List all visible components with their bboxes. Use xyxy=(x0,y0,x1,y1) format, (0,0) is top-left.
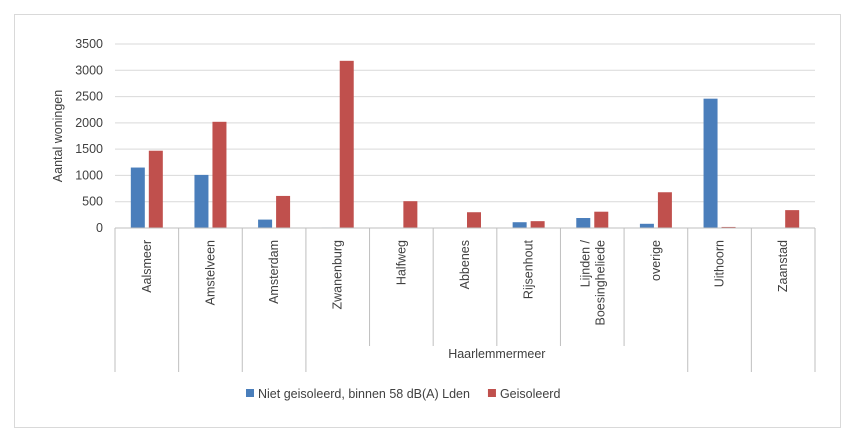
x-tick-label: Halfweg xyxy=(394,240,408,285)
bar-geisoleerd xyxy=(785,210,800,228)
bar-geisoleerd xyxy=(594,211,609,228)
y-tick-label: 1500 xyxy=(75,142,103,156)
y-tick-label: 2000 xyxy=(75,116,103,130)
y-tick-label: 3500 xyxy=(75,37,103,51)
group-label: Haarlemmermeer xyxy=(448,347,545,361)
x-tick-label: Rijsenhout xyxy=(522,239,536,299)
legend-label: Geisoleerd xyxy=(500,387,560,401)
y-tick-label: 1000 xyxy=(75,168,103,182)
legend-swatch xyxy=(246,389,254,397)
x-tick-label: Zwanenburg xyxy=(331,240,345,310)
x-tick-label: Zaanstad xyxy=(776,240,790,292)
x-tick-label: Amstelveen xyxy=(203,240,217,305)
legend-label: Niet geisoleerd, binnen 58 dB(A) Lden xyxy=(258,387,470,401)
bar-geisoleerd xyxy=(403,201,418,228)
bar-niet-geisoleerd xyxy=(130,167,145,228)
x-axis: Aalsmeer Amstelveen Amsterdam Zwanenburg Hal… xyxy=(114,227,816,372)
bar-niet-geisoleerd xyxy=(703,98,718,228)
bar-niet-geisoleerd xyxy=(512,222,527,228)
x-tick-label: Aalsmeer xyxy=(140,240,154,293)
bar-geisoleerd xyxy=(276,195,291,228)
gridlines xyxy=(115,43,815,203)
bar-geisoleerd xyxy=(530,221,545,228)
x-tick-label: Uithoorn xyxy=(713,240,727,287)
bar-niet-geisoleerd xyxy=(258,219,273,228)
bars xyxy=(130,60,800,228)
legend-swatch xyxy=(487,389,496,397)
legend: Niet geisoleerd, binnen 58 dB(A) Lden Gei… xyxy=(246,387,560,401)
x-tick-label: Amsterdam xyxy=(267,240,281,304)
x-tick-label: overige xyxy=(649,240,663,281)
y-axis-title: Aantal woningen xyxy=(51,90,65,182)
bar-geisoleerd xyxy=(148,150,163,228)
y-tick-labels: 0 500 1000 1500 2000 2500 3000 3500 xyxy=(75,37,103,235)
y-tick-label: 500 xyxy=(82,195,103,209)
bar-geisoleerd xyxy=(467,212,481,228)
bar-niet-geisoleerd xyxy=(639,223,654,228)
bar-niet-geisoleerd xyxy=(194,174,209,228)
bar-geisoleerd xyxy=(212,121,227,228)
x-tick-label: Abbenes xyxy=(458,240,472,289)
bar-geisoleerd xyxy=(721,226,736,228)
y-tick-label: 3000 xyxy=(75,63,103,77)
y-tick-label: 2500 xyxy=(75,90,103,104)
bar-geisoleerd xyxy=(339,60,354,228)
y-tick-label: 0 xyxy=(96,221,103,235)
bar-geisoleerd xyxy=(657,192,672,228)
bar-niet-geisoleerd xyxy=(576,218,591,228)
x-tick-label: Lijnden /Boesingheliede xyxy=(578,239,607,325)
